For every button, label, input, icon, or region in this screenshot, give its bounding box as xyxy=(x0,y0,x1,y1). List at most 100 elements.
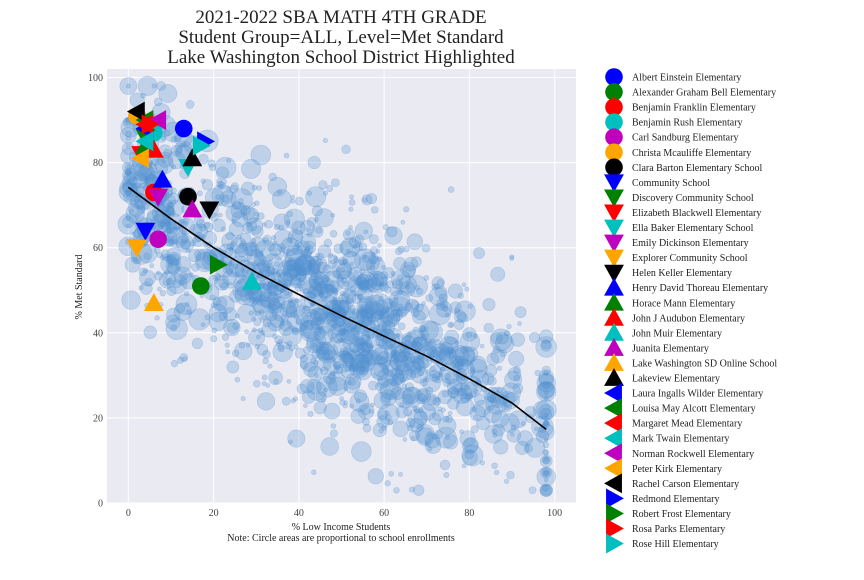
background-point xyxy=(282,326,303,347)
background-point xyxy=(347,274,369,297)
background-point xyxy=(170,210,176,216)
background-point xyxy=(428,369,441,382)
background-point xyxy=(391,350,397,357)
background-point xyxy=(133,230,142,238)
legend-marker xyxy=(604,428,622,449)
background-point xyxy=(270,267,279,276)
background-point xyxy=(153,97,163,107)
background-point xyxy=(175,303,186,314)
background-point xyxy=(368,380,378,391)
background-point xyxy=(356,273,374,291)
background-point xyxy=(492,432,498,438)
background-point xyxy=(310,316,324,330)
background-point xyxy=(259,330,265,336)
background-point xyxy=(339,347,345,353)
background-point xyxy=(484,364,498,377)
background-point xyxy=(180,238,191,249)
background-point xyxy=(328,376,348,396)
background-point xyxy=(324,279,335,290)
background-point xyxy=(422,374,441,393)
background-point xyxy=(175,234,195,253)
background-point xyxy=(416,287,424,295)
background-point xyxy=(496,331,509,345)
background-point xyxy=(453,319,465,330)
background-point xyxy=(308,271,330,293)
background-point xyxy=(188,308,211,331)
background-point xyxy=(211,327,218,334)
background-point xyxy=(251,327,257,333)
background-point xyxy=(214,156,237,179)
background-point xyxy=(525,437,546,458)
background-point xyxy=(221,270,237,286)
background-point xyxy=(165,206,175,216)
background-point xyxy=(232,349,240,357)
background-point xyxy=(373,310,384,321)
background-point xyxy=(308,255,328,275)
background-point xyxy=(143,252,151,260)
background-point xyxy=(258,309,265,316)
x-tick-label: 20 xyxy=(209,508,219,519)
background-point xyxy=(165,222,178,235)
background-point xyxy=(386,226,398,238)
background-point xyxy=(250,302,256,308)
background-point xyxy=(373,276,384,287)
background-point xyxy=(255,310,262,316)
background-point xyxy=(229,184,239,194)
background-point xyxy=(415,303,424,312)
background-point xyxy=(337,300,352,314)
background-point xyxy=(294,240,303,249)
background-point xyxy=(173,302,192,321)
background-point xyxy=(271,189,292,210)
background-point xyxy=(299,274,307,282)
background-point xyxy=(268,172,277,182)
background-point xyxy=(366,301,373,309)
y-axis-label: % Met Standard xyxy=(74,255,85,320)
background-point xyxy=(144,277,154,287)
background-point xyxy=(323,387,329,392)
background-point xyxy=(216,178,222,184)
background-point xyxy=(128,176,138,186)
background-point xyxy=(299,353,318,372)
highlight-point xyxy=(131,148,150,169)
background-point xyxy=(436,278,445,287)
background-point xyxy=(462,437,479,454)
background-point xyxy=(445,415,454,423)
background-point xyxy=(427,446,433,452)
background-point xyxy=(394,350,416,372)
background-point xyxy=(350,327,356,333)
background-point xyxy=(265,281,278,294)
background-point xyxy=(216,180,224,188)
background-point xyxy=(447,186,455,193)
background-point xyxy=(268,243,282,257)
background-point xyxy=(308,265,313,270)
background-point xyxy=(311,342,317,349)
background-point xyxy=(409,417,424,433)
highlight-point xyxy=(209,254,228,275)
background-point xyxy=(390,341,411,363)
background-point xyxy=(340,325,360,345)
background-point xyxy=(174,134,182,142)
background-point xyxy=(232,263,239,270)
background-point xyxy=(383,344,398,358)
background-point xyxy=(348,236,362,249)
background-point xyxy=(306,227,311,233)
background-point xyxy=(283,261,293,270)
background-point xyxy=(323,299,346,322)
background-point xyxy=(373,362,388,377)
legend-label: Robert Frost Elementary xyxy=(632,509,731,520)
background-point xyxy=(176,356,184,364)
legend-label: Laura Ingalls Wilder Elementary xyxy=(632,389,763,400)
background-point xyxy=(403,387,421,404)
x-tick-label: 100 xyxy=(547,508,562,519)
background-point xyxy=(315,341,330,356)
legend-label: Helen Keller Elementary xyxy=(632,268,732,279)
background-point xyxy=(212,218,226,233)
background-point xyxy=(410,435,416,441)
background-point xyxy=(210,335,218,343)
background-point xyxy=(306,311,312,317)
background-point xyxy=(358,297,374,314)
background-point xyxy=(442,305,449,312)
background-point xyxy=(251,202,256,207)
background-point xyxy=(383,267,395,279)
